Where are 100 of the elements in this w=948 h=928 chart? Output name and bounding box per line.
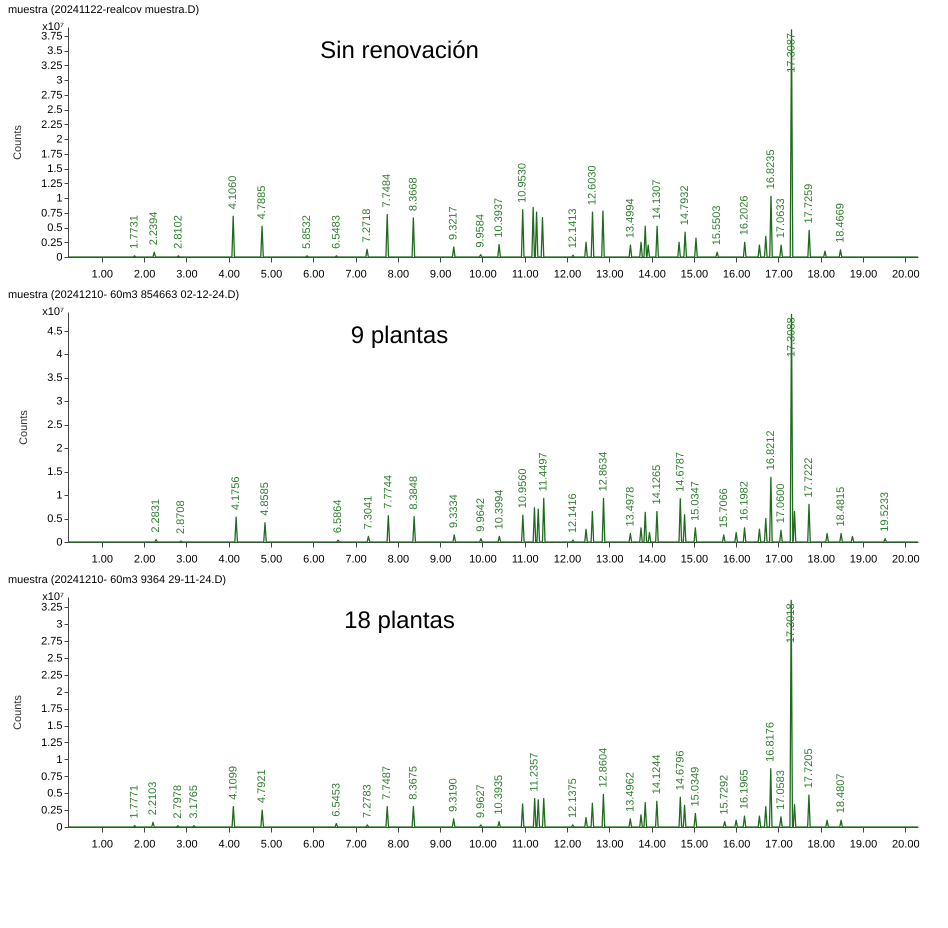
x-tick-label: 12.00: [554, 554, 582, 566]
annotation: 13.4962: [624, 772, 636, 812]
annotation: 9.3217: [448, 206, 460, 240]
x-tick-label: 3.00: [176, 838, 198, 850]
annotation: 16.8235: [764, 149, 777, 190]
annotation: 12.8604: [597, 748, 610, 788]
annotation: 17.0583: [774, 770, 787, 810]
x-tick-label: 14.00: [638, 554, 666, 566]
annotation: 18.4815: [835, 486, 848, 527]
y-tick-label: 4: [56, 348, 62, 361]
x-tick-label: 4.00: [218, 838, 240, 850]
annotation: 5.8532: [301, 215, 314, 249]
y-tick-label: 2.75: [41, 635, 62, 648]
annotation: 6.5453: [330, 782, 342, 817]
y-tick-label: 0.25: [41, 236, 62, 249]
annotation: 1.7771: [128, 784, 141, 819]
y-axis-title: Counts: [12, 694, 24, 730]
x-tick-label: 2.00: [134, 838, 156, 850]
annotation: 6.5483: [330, 215, 342, 249]
annotation: 9.3190: [448, 778, 460, 812]
annotation: 2.8708: [174, 500, 187, 534]
y-tick-label: 0.25: [41, 804, 62, 817]
annotation: 18.4669: [834, 203, 846, 243]
line-series: [67, 314, 919, 543]
x-tick-label: 6.00: [303, 838, 324, 850]
x-tick-label: 1.00: [92, 838, 114, 850]
x-tick-label: 4.00: [218, 268, 240, 280]
x-tick-label: 8.00: [388, 838, 410, 850]
x-tick-label: 14.00: [638, 268, 666, 280]
text: x10⁷: [42, 591, 64, 603]
annotation: 11.2357: [528, 752, 541, 792]
x-tick-label: 8.00: [388, 268, 410, 280]
y-tick-label: 3: [56, 74, 62, 87]
x-tick-label: 13.00: [596, 268, 624, 280]
annotation: 15.5503: [711, 206, 724, 246]
annotation: 9.9627: [474, 784, 487, 818]
annotation: 6.5864: [332, 499, 344, 534]
x-tick-label: 12.00: [554, 268, 582, 280]
x-tick-label: 15.00: [680, 838, 708, 850]
annotation: 10.9530: [516, 163, 529, 203]
y-tick-label: 3.5: [47, 372, 62, 384]
y-tick-label: 3.25: [41, 602, 62, 614]
annotation: 14.1265: [650, 464, 663, 504]
annotation: 16.8212: [764, 430, 777, 470]
annotation: 17.0600: [774, 484, 787, 524]
annotation: 10.3994: [493, 490, 506, 530]
x-tick-label: 3.00: [176, 554, 198, 566]
annotation: 2.8102: [172, 215, 184, 249]
y-tick-label: 3.75: [41, 30, 62, 42]
annotation: 2.2103: [147, 782, 160, 816]
x-tick-label: 9.00: [430, 554, 452, 566]
x-tick-label: 12.00: [554, 838, 582, 850]
annotation: 8.3668: [407, 177, 420, 212]
x-tick-label: 10.00: [469, 554, 497, 566]
annotation: 4.7885: [256, 186, 268, 220]
annotation: 18.4807: [835, 773, 848, 814]
chart-title: muestra (20241210- 60m3 854663 02-12-24.D): [8, 289, 240, 301]
x-tick-label: 8.00: [388, 554, 410, 566]
text: x10⁷: [42, 21, 64, 33]
x-tick-label: 18.00: [807, 838, 835, 850]
annotation: 13.4994: [624, 198, 636, 238]
y-tick-label: 1.5: [47, 720, 62, 732]
y-tick-label: 0: [56, 822, 62, 834]
annotation: 14.1307: [651, 180, 664, 220]
x-tick-label: 17.00: [765, 554, 793, 566]
annotation: 12.1413: [566, 208, 579, 248]
annotation: 15.7292: [718, 774, 731, 815]
y-tick-label: 0.5: [47, 788, 62, 800]
x-tick-label: 14.00: [638, 838, 666, 850]
y-tick-label: 1.5: [47, 163, 62, 176]
x-tick-label: 19.00: [850, 838, 878, 850]
x-tick-label: 6.00: [303, 554, 324, 566]
x-tick-label: 1.00: [92, 554, 114, 566]
x-tick-label: 5.00: [260, 838, 282, 850]
annotation: 16.1965: [738, 769, 750, 810]
y-tick-label: 2.5: [47, 652, 62, 664]
annotation: 17.7205: [802, 748, 815, 788]
annotation: 16.1982: [738, 481, 751, 521]
annotation: 12.1375: [566, 778, 579, 818]
annotation: 1.7731: [128, 215, 141, 249]
annotation: 3.1765: [188, 784, 200, 819]
y-tick-label: 0.75: [41, 770, 62, 783]
annotation: 4.1060: [227, 176, 240, 210]
y-tick-label: 0.5: [47, 513, 62, 526]
x-tick-label: 18.00: [807, 554, 835, 566]
x-tick-label: 11.00: [512, 554, 539, 566]
x-tick-label: 11.00: [512, 268, 539, 280]
annotation: 9.3334: [448, 494, 460, 528]
annotation: 14.7932: [679, 185, 692, 226]
y-tick-label: 2.5: [47, 104, 62, 116]
annotation: 12.1416: [566, 493, 579, 534]
y-axis-title: Counts: [12, 124, 24, 160]
x-tick-label: 10.00: [469, 268, 497, 280]
annotation: 4.1099: [227, 766, 240, 800]
annotation: 10.3935: [493, 774, 506, 815]
y-tick-label: 3: [56, 618, 62, 631]
y-tick-label: 1.5: [47, 466, 62, 478]
line-series: [67, 600, 919, 828]
x-tick-label: 4.00: [218, 554, 240, 566]
annotation: 19.5233: [879, 492, 892, 532]
